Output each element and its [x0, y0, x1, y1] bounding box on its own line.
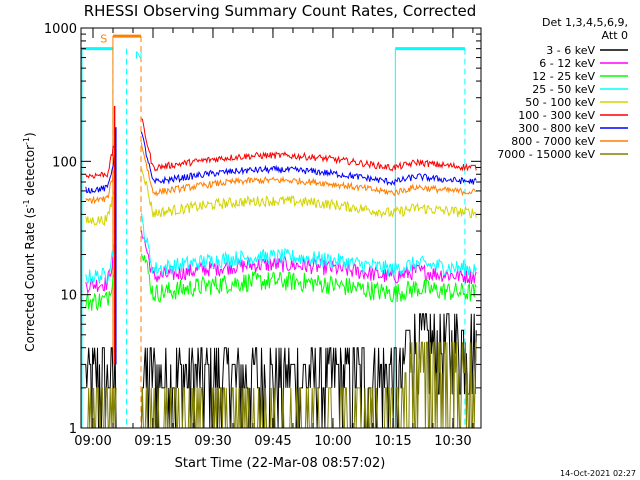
y-axis-label-sup1: -1 [22, 199, 31, 207]
series-line-9-a [85, 387, 117, 429]
x-tick-label: 09:15 [134, 434, 171, 449]
legend-label: 6 - 12 keV [539, 57, 595, 70]
y-axis: 1 10 100 1000 [44, 22, 481, 437]
legend-label: 12 - 25 keV [532, 70, 595, 83]
series-line-6-a [85, 138, 117, 179]
series-line-5-b [140, 167, 477, 219]
series-line-8-b [140, 142, 477, 197]
legend-label: 300 - 800 keV [518, 122, 595, 135]
legend-label: 25 - 50 keV [532, 83, 595, 96]
y-tick-label: 10 [60, 289, 77, 304]
y-tick-label: 1 [69, 422, 77, 437]
legend-label: 50 - 100 keV [525, 96, 595, 109]
legend-label: 3 - 6 keV [546, 44, 595, 57]
x-axis-label: Start Time (22-Mar-08 08:57:02) [175, 456, 386, 471]
plot-frame [80, 27, 482, 429]
flag-n: N [135, 51, 142, 62]
series-line-4-a [85, 236, 117, 286]
series-line-4-b [140, 212, 477, 277]
legend-header-line2: Att 0 [602, 29, 628, 42]
series-line-2-a [85, 238, 117, 295]
series-line-1-b [140, 313, 477, 429]
y-axis-label: Corrected Count Rate (s-1 detector-1) [22, 132, 37, 351]
series-line-8-a [85, 160, 117, 205]
y-tick-label: 100 [52, 155, 77, 170]
x-tick-label: 10:00 [314, 434, 351, 449]
y-axis-label-main: Corrected Count Rate (s [23, 207, 37, 351]
series-lines [85, 106, 477, 429]
series-line-2-b [140, 230, 477, 285]
series-line-9-b [140, 341, 477, 429]
series-line-7-b [140, 131, 477, 186]
legend-label: 100 - 300 keV [518, 109, 595, 122]
flag-s: S [100, 32, 107, 45]
x-tick-label: 09:45 [254, 434, 291, 449]
legend-label: 7000 - 15000 keV [497, 148, 595, 161]
x-tick-label: 10:30 [434, 434, 471, 449]
y-tick-label: 1000 [44, 22, 77, 37]
series-line-3-b [140, 253, 477, 304]
x-tick-label: 10:15 [374, 434, 411, 449]
y-axis-label-sup2: -1 [22, 137, 31, 145]
chart-title: RHESSI Observing Summary Count Rates, Co… [84, 2, 477, 20]
series-line-7-a [85, 153, 117, 194]
y-axis-label-mid: detector [23, 145, 37, 200]
x-tick-label: 09:30 [194, 434, 231, 449]
x-axis: 09:00 09:15 09:30 09:45 10:00 10:15 10:30 [74, 28, 474, 449]
interval-markers [81, 34, 466, 428]
series-line-3-a [85, 262, 117, 312]
legend-label: 800 - 7000 keV [511, 135, 595, 148]
series-line-5-a [85, 179, 117, 227]
y-axis-label-end: ) [23, 132, 37, 137]
flag-markers: SN [100, 32, 142, 61]
date-stamp: 14-Oct-2021 02:27 [560, 469, 636, 478]
series-line-6-b [141, 118, 477, 172]
legend-header-line1: Det 1,3,4,5,6,9, [542, 16, 628, 29]
x-tick-label: 09:00 [74, 434, 111, 449]
